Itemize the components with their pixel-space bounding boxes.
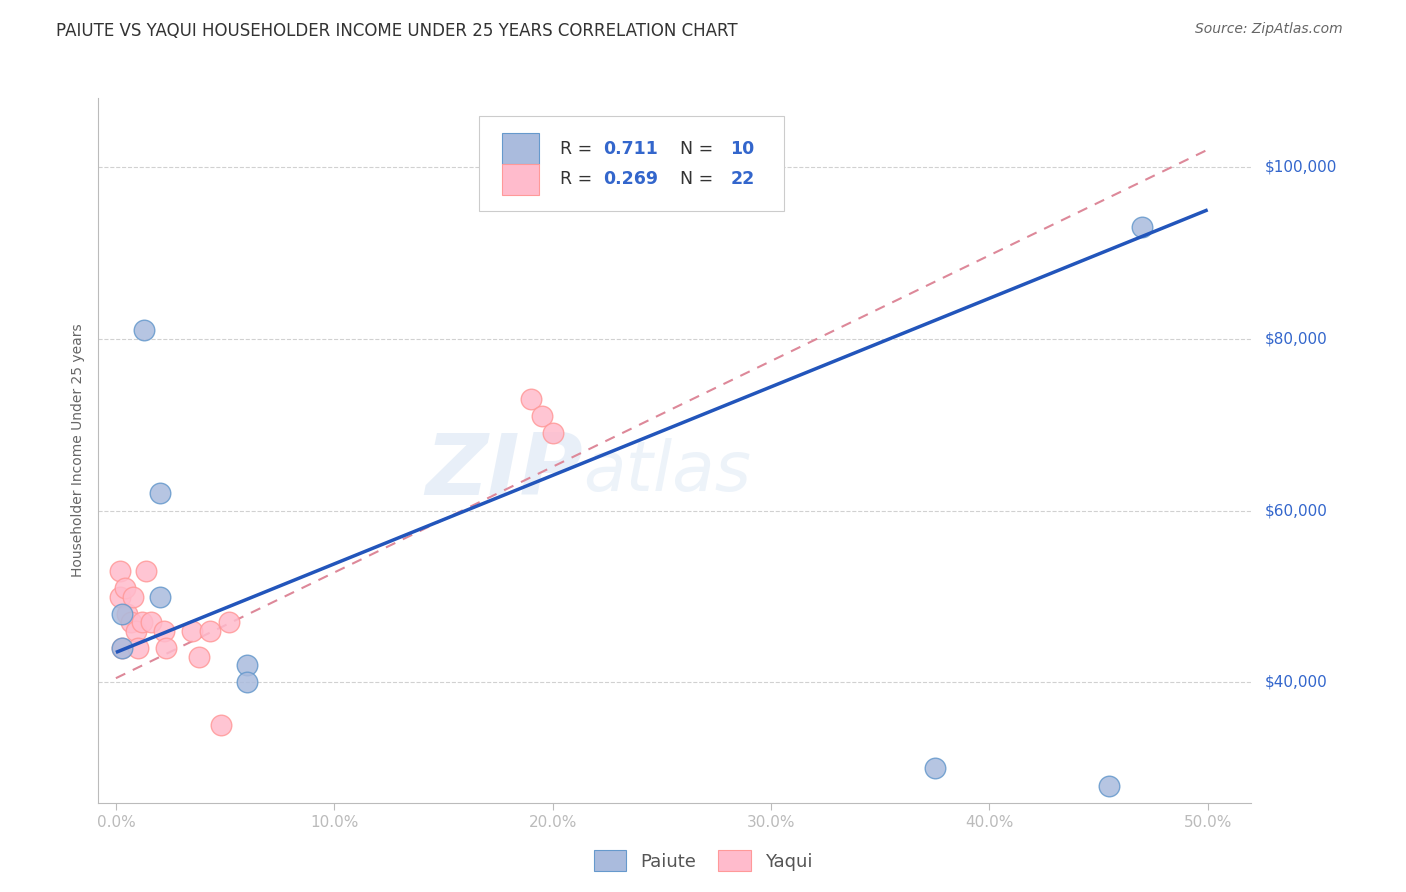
Point [120,615,142,630]
Point [218,615,240,630]
Point [122,590,145,604]
Point [131,615,153,630]
Point [187,649,209,664]
Point [134,323,156,337]
Point [155,641,177,656]
Point [209,718,232,732]
Point [198,624,221,638]
Point [1098,779,1121,793]
Point [1130,220,1153,235]
Text: 10: 10 [730,140,755,158]
Point [153,624,176,638]
Y-axis label: Householder Income Under 25 years: Householder Income Under 25 years [72,324,86,577]
Text: $80,000: $80,000 [1265,331,1329,346]
Point [111,641,134,656]
Point [148,486,170,500]
Text: $60,000: $60,000 [1265,503,1329,518]
Text: N =: N = [669,170,718,188]
Text: Source: ZipAtlas.com: Source: ZipAtlas.com [1195,22,1343,37]
Point [124,624,146,638]
Text: atlas: atlas [582,438,751,505]
Point [520,392,543,406]
Point [111,641,134,656]
Point [924,761,946,775]
Point [111,607,134,621]
Text: 0.711: 0.711 [603,140,658,158]
Text: PAIUTE VS YAQUI HOUSEHOLDER INCOME UNDER 25 YEARS CORRELATION CHART: PAIUTE VS YAQUI HOUSEHOLDER INCOME UNDER… [56,22,738,40]
FancyBboxPatch shape [502,163,538,194]
Point [148,590,170,604]
Text: 0.269: 0.269 [603,170,658,188]
Text: N =: N = [669,140,718,158]
Point [110,590,132,604]
Point [530,409,553,423]
Text: R =: R = [560,170,598,188]
Legend: Paiute, Yaqui: Paiute, Yaqui [586,843,820,879]
Point [236,658,259,673]
Point [135,564,157,578]
Point [236,675,259,690]
Point [541,426,564,441]
Point [115,607,138,621]
Point [114,581,136,595]
Point [110,564,132,578]
Point [139,615,162,630]
Point [181,624,204,638]
Point [127,641,149,656]
FancyBboxPatch shape [479,116,785,211]
Text: 22: 22 [730,170,755,188]
Text: $40,000: $40,000 [1265,675,1329,690]
Text: ZIP: ZIP [425,430,582,513]
Text: $100,000: $100,000 [1265,160,1337,174]
Text: R =: R = [560,140,598,158]
FancyBboxPatch shape [502,134,538,164]
